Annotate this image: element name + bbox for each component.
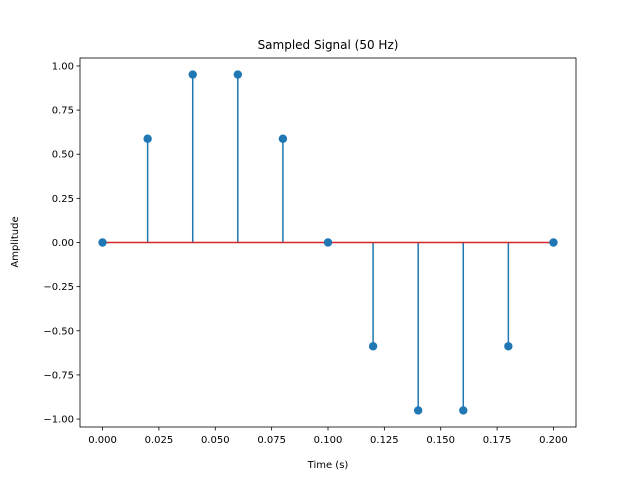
stem-marker (323, 238, 333, 247)
y-tick-label: −1.00 (43, 415, 74, 426)
stem-marker (504, 342, 513, 351)
stem-marker (413, 406, 423, 415)
stem-marker (459, 406, 468, 415)
x-tick-label: 0.075 (257, 435, 286, 446)
stem-marker (188, 70, 197, 79)
stem-marker (98, 238, 107, 247)
y-tick-label: 0.25 (52, 194, 74, 205)
y-axis-label: Amplitude (10, 216, 21, 267)
stem-marker (233, 70, 243, 79)
y-tick-label: −0.25 (43, 282, 74, 293)
chart-title: Sampled Signal (50 Hz) (258, 38, 399, 52)
y-tick-label: 1.00 (52, 61, 74, 72)
y-tick-label: 0.50 (52, 150, 74, 161)
y-tick-label: −0.75 (43, 370, 74, 381)
stem-marker (368, 342, 378, 351)
y-tick-label: 0.00 (52, 238, 74, 249)
x-tick-label: 0.150 (426, 435, 455, 446)
stem-marker (549, 238, 558, 247)
x-axis-label: Time (s) (307, 460, 349, 471)
stem-marker (143, 134, 152, 143)
x-tick-label: 0.000 (88, 435, 117, 446)
x-tick-label: 0.025 (145, 435, 174, 446)
y-tick-label: −0.50 (43, 326, 74, 337)
stem-marker (278, 134, 288, 143)
y-tick-label: 0.75 (52, 106, 74, 117)
x-tick-label: 0.125 (370, 435, 399, 446)
x-tick-label: 0.175 (483, 435, 512, 446)
plot-area: 0.000 0.025 0.050 0.075 0.100 0.125 0.150 0.175… (43, 57, 577, 446)
x-tick-label: 0.100 (314, 435, 343, 446)
x-tick-label: 0.200 (539, 435, 568, 446)
x-tick-label: 0.050 (201, 435, 230, 446)
